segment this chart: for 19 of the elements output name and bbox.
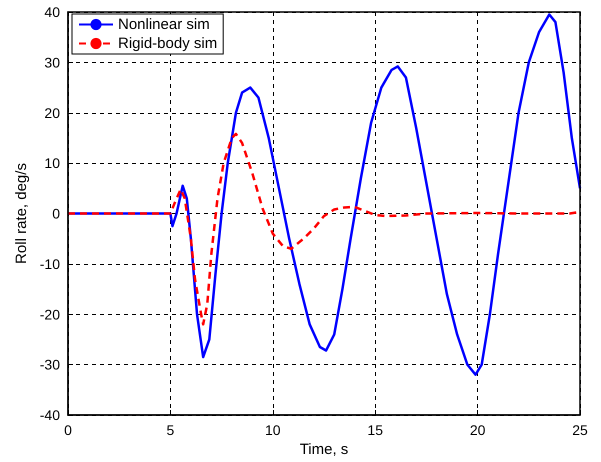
y-tick-label: -30 [40,356,60,373]
x-tick-label: 15 [367,422,384,438]
y-tick-label: 10 [44,155,60,172]
y-tick-label: 0 [52,206,60,222]
y-tick-label: -40 [40,407,60,423]
x-tick-label: 10 [265,422,281,438]
y-tick-label: 30 [44,54,60,70]
legend-label: Rigid-body sim [118,35,218,52]
x-axis-title: Time, s [300,440,348,458]
y-tick-label: 20 [44,104,60,121]
x-tick-label: 0 [64,422,72,438]
y-tick-label: -10 [40,256,60,272]
y-axis-title: Roll rate, deg/s [12,163,30,264]
legend-label: Nonlinear sim [118,16,210,33]
y-tick-label: -20 [40,306,60,322]
x-tick-label: 20 [470,422,486,438]
x-tick-label: 25 [572,422,588,438]
x-tick-label: 5 [166,422,174,438]
y-tick-label: 40 [44,4,60,20]
